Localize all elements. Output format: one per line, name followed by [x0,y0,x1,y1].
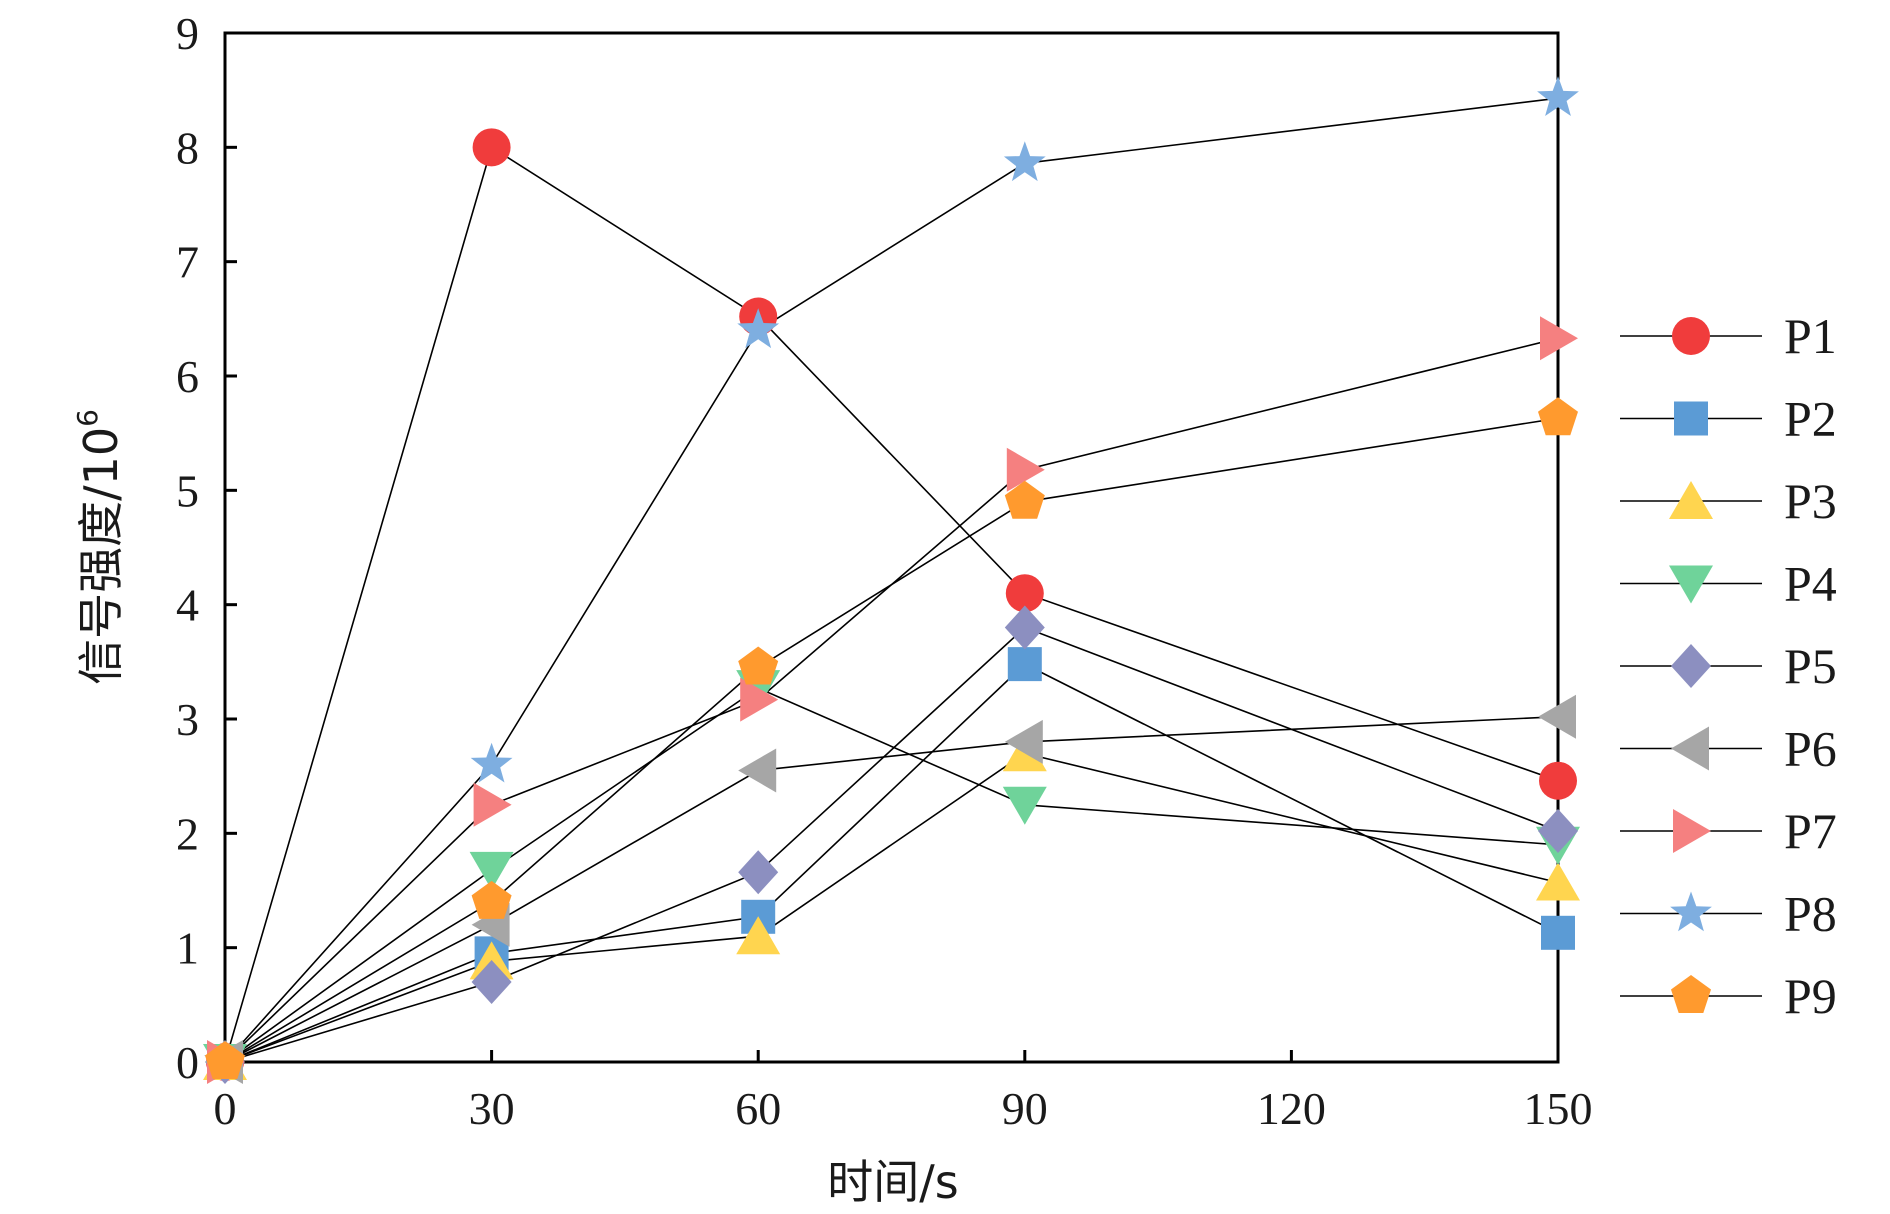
data-point-p7 [740,677,779,722]
data-point-p5 [1004,605,1045,650]
legend-label: P8 [1784,886,1837,942]
data-point-p8 [1537,76,1579,116]
x-tick-label: 30 [469,1083,515,1134]
data-point-p3 [1536,862,1580,901]
x-axis-title: 时间/s [827,1155,958,1209]
legend-item-p3: P3 [1620,473,1837,529]
data-point-p5 [471,959,512,1004]
legend-marker [1672,317,1710,355]
y-tick-label: 8 [176,122,199,173]
data-point-p9 [1538,397,1578,436]
data-point-p3 [736,916,781,955]
data-point-p8 [737,308,780,349]
data-point-p7 [1540,316,1578,361]
legend-marker [1673,809,1711,853]
data-point-p4 [469,851,514,890]
data-point-p9 [1004,480,1045,519]
legend-item-p4: P4 [1620,556,1837,612]
legend-label: P9 [1784,968,1837,1024]
legend-item-p9: P9 [1620,968,1837,1024]
data-point-p1 [1005,574,1044,613]
legend-label: P4 [1784,556,1837,612]
legend-label: P7 [1784,803,1837,859]
series-markers [203,76,1580,1084]
legend-label: P5 [1784,638,1837,694]
series-line-p4 [224,687,1559,1063]
legend-label: P1 [1784,308,1837,364]
data-point-p5 [738,850,779,895]
y-axis-title-superscript: 6 [71,409,104,427]
data-point-p5 [1538,809,1578,854]
legend-item-p2: P2 [1620,391,1837,447]
legend-label: P6 [1784,721,1837,777]
x-tick-label: 0 [214,1083,237,1134]
data-point-p4 [1002,786,1047,825]
y-tick-label: 0 [176,1037,199,1088]
data-point-p2 [1541,915,1575,950]
legend-label: P2 [1784,391,1837,447]
legend-marker [1671,975,1711,1013]
legend-marker [1669,481,1713,519]
y-axis-title-main: 信号强度/10 [74,427,128,685]
y-axis-ticks: 0 1 2 3 4 5 6 7 8 9 [176,8,237,1088]
legend-item-p6: P6 [1620,721,1837,777]
x-tick-label: 150 [1524,1083,1593,1134]
y-tick-label: 3 [176,694,199,745]
data-point-p7 [473,782,512,827]
legend-marker [1669,565,1713,604]
y-tick-label: 5 [176,465,199,516]
data-point-p6 [1004,719,1043,764]
data-point-p1 [1539,761,1577,800]
series-line-p7 [224,337,1559,1063]
data-point-p2 [1007,647,1042,682]
y-tick-label: 7 [176,237,199,288]
data-point-p1 [472,128,511,167]
series-lines [224,97,1559,1063]
x-axis-ticks: 0 30 60 90 120 150 [214,1050,1593,1134]
y-tick-label: 4 [176,580,199,631]
y-axis-title: 信号强度/106 [71,409,128,685]
x-tick-label: 90 [1002,1083,1048,1134]
data-point-p9 [738,646,779,685]
legend: P1 P2 P3 P4 P5 P6 P7 P8 P9 [1620,308,1837,1024]
legend-marker [1670,891,1712,932]
y-tick-label: 2 [176,808,199,859]
legend-item-p8: P8 [1620,886,1837,942]
legend-marker [1671,644,1711,688]
series-line-p6 [224,715,1559,1063]
series-line-p3 [224,752,1559,1063]
y-tick-label: 1 [176,923,199,974]
series-line-p1 [224,146,1559,1063]
data-point-p8 [470,742,513,783]
data-point-p9 [205,1041,245,1079]
data-point-p8 [1003,141,1046,182]
data-point-p9 [471,880,512,919]
y-tick-label: 9 [176,8,199,59]
data-point-p7 [1006,447,1045,492]
data-point-p6 [1538,694,1576,739]
series-line-p9 [224,417,1559,1063]
legend-marker [1671,726,1709,771]
x-tick-label: 60 [735,1083,781,1134]
data-point-p6 [738,748,777,793]
legend-item-p1: P1 [1620,308,1837,364]
legend-item-p5: P5 [1620,638,1837,694]
legend-item-p7: P7 [1620,803,1837,859]
x-tick-label: 120 [1257,1083,1326,1134]
y-tick-label: 6 [176,351,199,402]
plot-frame [223,31,1560,1064]
legend-marker [1674,401,1708,436]
legend-label: P3 [1784,473,1837,529]
